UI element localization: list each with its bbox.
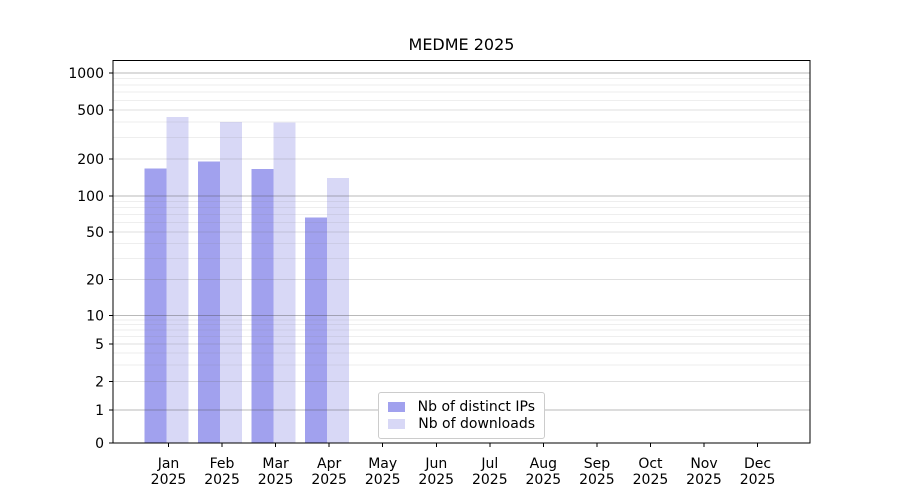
bar-mar-series0 — [251, 169, 274, 443]
legend: Nb of distinct IPs Nb of downloads — [378, 392, 545, 439]
x-tick-label-year: 2025 — [418, 472, 454, 488]
legend-label-distinct-ips: Nb of distinct IPs — [417, 399, 535, 415]
y-tick-label: 0 — [95, 436, 104, 452]
y-tick-label: 20 — [86, 273, 104, 289]
x-tick-label-month: May — [368, 456, 397, 472]
x-tick-label-year: 2025 — [311, 472, 347, 488]
x-tick-label-year: 2025 — [204, 472, 240, 488]
y-tick-label: 5 — [95, 337, 104, 353]
x-tick-label-year: 2025 — [579, 472, 615, 488]
x-tick-label-year: 2025 — [526, 472, 562, 488]
x-tick-label-month: Aug — [530, 456, 557, 472]
legend-swatch-downloads — [388, 419, 406, 429]
x-tick-label-month: Apr — [317, 456, 341, 472]
legend-label-downloads: Nb of downloads — [418, 416, 535, 432]
y-axis: 0 1 2 5 10 20 50 100 200 500 1000 — [68, 66, 113, 452]
y-tick-label: 10 — [86, 309, 104, 325]
y-tick-label: 200 — [77, 152, 104, 168]
y-tick-label: 1000 — [68, 66, 104, 82]
spines — [112, 60, 811, 444]
bar-apr-series1 — [327, 178, 350, 443]
x-tick-label-month: Dec — [744, 456, 771, 472]
y-tick-label: 500 — [77, 103, 104, 119]
bar-feb-series1 — [220, 121, 243, 444]
x-tick-label-year: 2025 — [472, 472, 508, 488]
bar-apr-series0 — [305, 217, 328, 443]
y-tick-label: 100 — [77, 189, 104, 205]
x-tick-label-month: Mar — [262, 456, 289, 472]
bar-jan-series1 — [166, 116, 189, 444]
x-tick-label-month: Jul — [480, 456, 498, 472]
x-tick-label-year: 2025 — [365, 472, 401, 488]
x-tick-label-month: Oct — [638, 456, 663, 472]
x-tick-label-year: 2025 — [740, 472, 776, 488]
y-tick-label: 1 — [95, 403, 104, 419]
bar-mar-series1 — [273, 122, 296, 443]
x-tick-label-month: Feb — [210, 456, 235, 472]
legend-item-distinct-ips: Nb of distinct IPs — [388, 399, 535, 415]
bar-feb-series0 — [198, 161, 221, 443]
plot-border — [112, 60, 811, 444]
y-tick-label: 50 — [86, 225, 104, 241]
x-axis: Jan2025Feb2025Mar2025Apr2025May2025Jun20… — [151, 443, 776, 488]
x-tick-label-year: 2025 — [258, 472, 294, 488]
legend-swatch-distinct-ips — [388, 402, 405, 412]
x-tick-label-month: Nov — [690, 456, 717, 472]
bar-jan-series0 — [144, 168, 167, 444]
x-tick-label-year: 2025 — [686, 472, 722, 488]
y-tick-label: 2 — [95, 375, 104, 391]
legend-item-downloads: Nb of downloads — [388, 416, 535, 432]
chart-title: MEDME 2025 — [408, 35, 515, 54]
bars — [144, 116, 350, 444]
x-tick-label-year: 2025 — [633, 472, 669, 488]
gridlines — [113, 72, 810, 411]
x-tick-label-month: Jan — [157, 456, 180, 472]
x-tick-label-year: 2025 — [151, 472, 187, 488]
x-tick-label-month: Sep — [584, 456, 611, 472]
x-tick-label-month: Jun — [424, 456, 447, 472]
